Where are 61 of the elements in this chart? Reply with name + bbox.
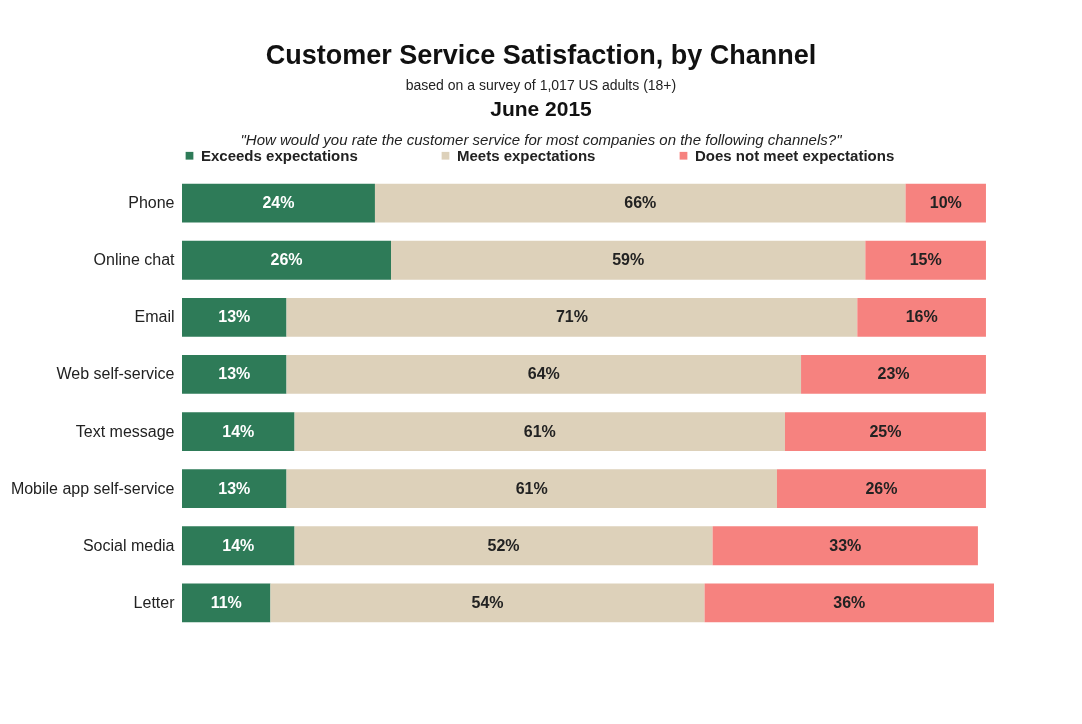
data-label: 11% — [210, 593, 242, 611]
bar — [286, 355, 802, 394]
data-label: 13% — [218, 365, 251, 383]
chart-title: Customer Service Satisfaction, by Channel — [264, 39, 818, 71]
bar — [784, 412, 986, 451]
data-label: 33% — [829, 536, 862, 554]
y-tick-label: Email — [134, 308, 175, 326]
bar — [294, 526, 713, 566]
data-label: 24% — [262, 194, 295, 212]
bar — [182, 526, 295, 566]
data-label: 61% — [515, 479, 548, 497]
bar — [294, 412, 785, 451]
data-label: 23% — [877, 365, 910, 383]
data-label: 71% — [555, 308, 588, 326]
data-label: 61% — [523, 422, 556, 440]
data-label: 15% — [909, 251, 942, 269]
y-tick-label: Letter — [133, 593, 176, 611]
bar — [182, 183, 375, 223]
data-label: 59% — [612, 251, 645, 269]
data-label: 14% — [222, 536, 255, 554]
data-label: 13% — [218, 479, 251, 497]
bar — [182, 297, 287, 337]
data-label: 16% — [905, 308, 938, 326]
bar — [286, 469, 777, 509]
bar — [270, 583, 705, 623]
data-label: 26% — [865, 479, 898, 497]
data-label: 66% — [624, 194, 657, 212]
data-label: 64% — [527, 365, 560, 383]
bar — [374, 183, 906, 223]
bar — [391, 240, 866, 280]
chart-subtitle: based on a survey of 1,017 US adults (18+) — [404, 77, 678, 93]
text: June 2015 — [489, 97, 593, 121]
bar — [712, 526, 978, 566]
bar — [182, 355, 287, 394]
bar — [857, 297, 986, 337]
bar — [905, 183, 986, 223]
text: "How would you rate the customer service for most companies on the following channels?" — [239, 131, 843, 148]
bar — [286, 297, 858, 337]
bar — [182, 469, 287, 509]
y-tick-label: Online chat — [93, 251, 176, 269]
data-label: 13% — [218, 308, 251, 326]
bar — [865, 240, 986, 280]
data-label: 25% — [869, 422, 902, 440]
bar — [182, 412, 295, 451]
y-tick-label: Phone — [128, 194, 175, 212]
bar — [704, 583, 994, 623]
data-label: 14% — [222, 422, 255, 440]
bar — [801, 355, 986, 394]
y-tick-label: Text message — [75, 422, 175, 440]
data-label: 54% — [471, 593, 504, 611]
bar — [776, 469, 986, 509]
y-tick-label: Web self-service — [56, 365, 175, 383]
data-label: 26% — [270, 251, 303, 269]
data-label: 52% — [487, 536, 520, 554]
legend-label: Meets expectations — [457, 146, 596, 164]
bar — [182, 583, 271, 623]
y-tick-label: Mobile app self-service — [10, 479, 175, 497]
y-tick-label: Social media — [82, 536, 175, 554]
data-label: 10% — [929, 194, 962, 212]
data-label: 36% — [833, 593, 866, 611]
bar — [182, 240, 392, 280]
